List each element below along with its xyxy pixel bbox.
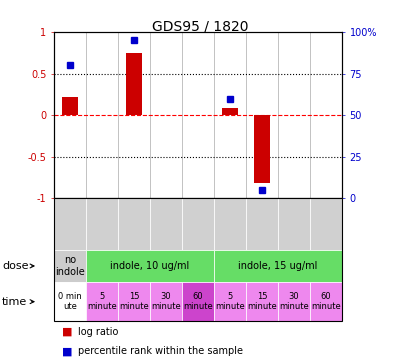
Text: 60
minute: 60 minute bbox=[183, 292, 213, 311]
Text: 0 min
ute: 0 min ute bbox=[58, 292, 82, 311]
Bar bbox=[126, 53, 142, 115]
Text: percentile rank within the sample: percentile rank within the sample bbox=[78, 346, 243, 356]
Text: 5
minute: 5 minute bbox=[87, 292, 117, 311]
Bar bbox=[62, 97, 78, 115]
Bar bbox=[222, 109, 238, 115]
Bar bbox=[254, 115, 270, 183]
Text: 30
minute: 30 minute bbox=[151, 292, 181, 311]
Text: indole, 15 ug/ml: indole, 15 ug/ml bbox=[238, 261, 318, 271]
Text: 15
minute: 15 minute bbox=[247, 292, 277, 311]
Text: ■: ■ bbox=[62, 327, 72, 337]
Text: ■: ■ bbox=[62, 346, 72, 356]
Text: log ratio: log ratio bbox=[78, 327, 118, 337]
Text: indole, 10 ug/ml: indole, 10 ug/ml bbox=[110, 261, 190, 271]
Text: no
indole: no indole bbox=[55, 255, 85, 277]
Text: 60
minute: 60 minute bbox=[311, 292, 341, 311]
Text: 30
minute: 30 minute bbox=[279, 292, 309, 311]
Text: GDS95 / 1820: GDS95 / 1820 bbox=[152, 20, 248, 34]
Text: dose: dose bbox=[2, 261, 28, 271]
Text: 15
minute: 15 minute bbox=[119, 292, 149, 311]
Text: 5
minute: 5 minute bbox=[215, 292, 245, 311]
Text: time: time bbox=[2, 297, 27, 307]
